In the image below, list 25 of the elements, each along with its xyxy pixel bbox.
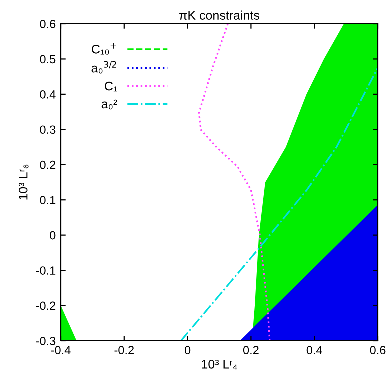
- x-tick-label: 0.6: [370, 346, 386, 355]
- legend-label: a₀²: [102, 100, 118, 110]
- y-tick-label: 0.1: [40, 196, 56, 205]
- x-tick-label: 0.2: [243, 346, 259, 355]
- y-tick-label: 0.5: [40, 55, 56, 64]
- y-tick-label: 0.2: [40, 160, 56, 170]
- x-tick-label: 0.4: [306, 346, 322, 355]
- y-tick-label: 0.3: [40, 126, 56, 134]
- y-axis-title: 10³ Lʳ₆: [18, 164, 29, 200]
- legend-label: C₁: [105, 82, 118, 92]
- legend-label: C₁₀$^{+}$: [92, 43, 116, 55]
- y-tick-label: -0.1: [36, 266, 56, 275]
- x-tick-label: -0.2: [114, 346, 134, 355]
- legend-label: a₀$^{3/2}$: [92, 61, 116, 74]
- x-tick-label: -0.4: [51, 346, 71, 355]
- line-series: [198, 24, 271, 341]
- y-tick-label: -0.3: [36, 337, 56, 346]
- y-tick-label: 0: [50, 231, 56, 240]
- x-axis-title: 10³ Lʳ₄: [202, 360, 238, 370]
- y-tick-label: -0.2: [36, 302, 56, 310]
- chart-title: πK constraints: [180, 10, 260, 20]
- line-series: [180, 67, 378, 341]
- y-tick-label: 0.4: [40, 90, 56, 99]
- x-tick-label: 0: [184, 346, 191, 355]
- y-tick-label: 0.6: [40, 20, 56, 28]
